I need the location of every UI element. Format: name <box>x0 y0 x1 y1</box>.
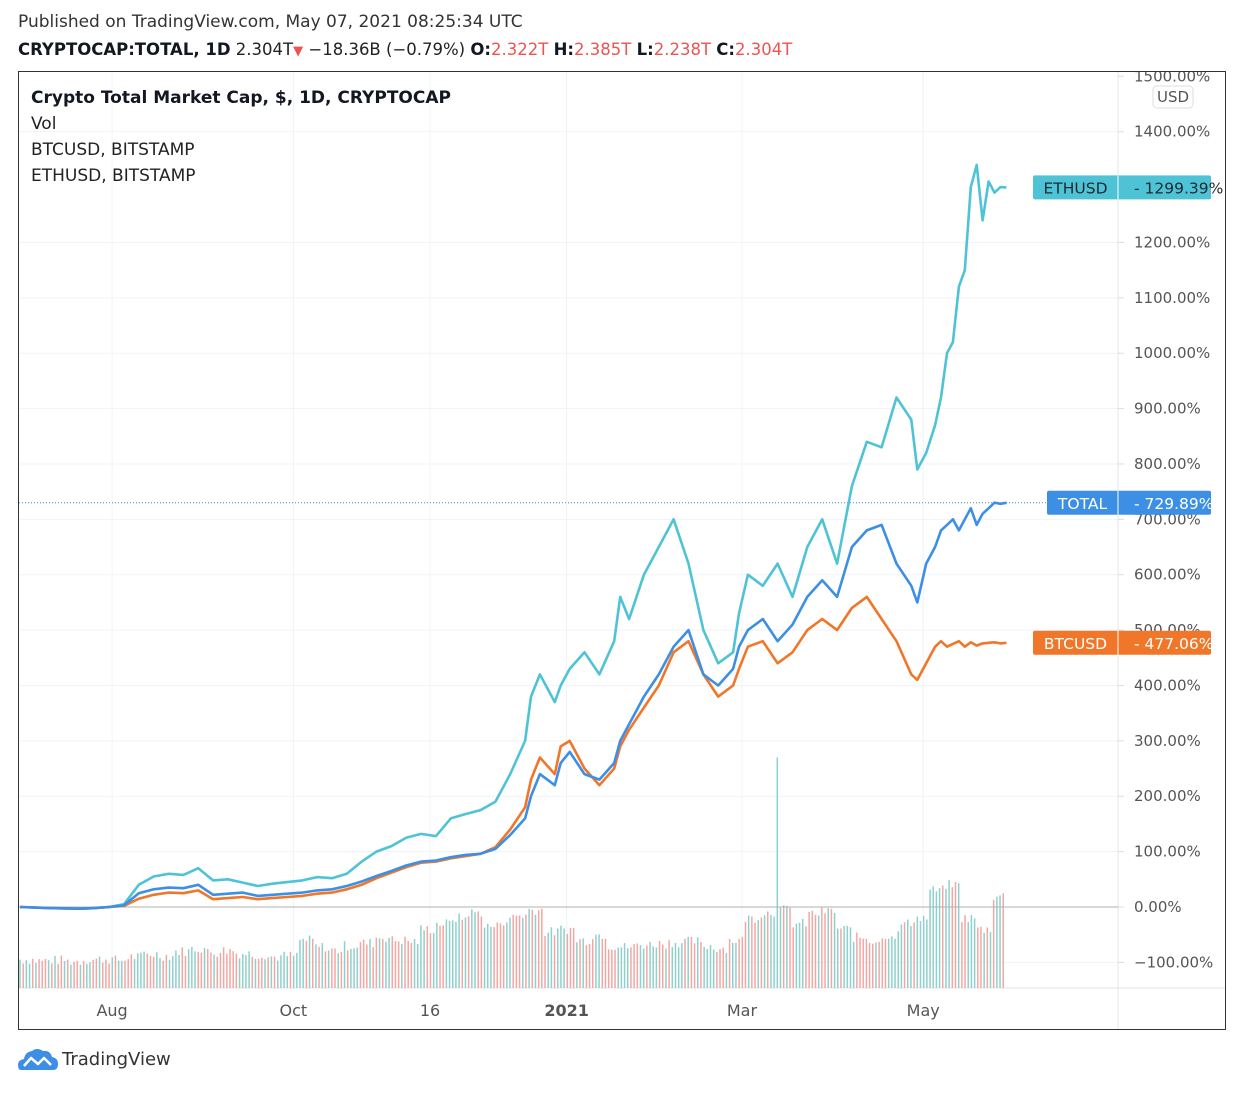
y-tick-label: 800.00% <box>1134 455 1201 473</box>
y-tick-label: 200.00% <box>1134 787 1201 805</box>
legend-ethusd[interactable]: ETHUSD, BITSTAMP <box>31 163 451 189</box>
y-tick-label: 1000.00% <box>1134 344 1210 362</box>
tradingview-brand-text[interactable]: TradingView <box>62 1049 171 1070</box>
x-tick-label: Aug <box>96 1001 127 1020</box>
high-label: H: <box>554 40 574 59</box>
published-line: Published on TradingView.com, May 07, 20… <box>18 12 523 32</box>
symbol-label: CRYPTOCAP:TOTAL, 1D <box>18 40 231 59</box>
legend-btcusd[interactable]: BTCUSD, BITSTAMP <box>31 137 451 163</box>
y-tick-label: 600.00% <box>1134 566 1201 584</box>
y-tick-label: 100.00% <box>1134 843 1201 861</box>
currency-button-label[interactable]: USD <box>1157 88 1189 106</box>
legend-main-series[interactable]: Crypto Total Market Cap, $, 1D, CRYPTOCA… <box>31 85 451 111</box>
tradingview-cloud-logo-icon <box>18 1046 58 1072</box>
series-line-total[interactable] <box>20 503 1006 909</box>
last-price: 2.304T <box>236 40 293 59</box>
x-tick-label: Mar <box>727 1001 758 1020</box>
y-tick-label: 1400.00% <box>1134 123 1210 141</box>
y-tick-label: 0.00% <box>1134 898 1182 916</box>
price-change: −18.36B (−0.79%) <box>308 40 465 59</box>
open-value: 2.322T <box>491 40 548 59</box>
y-tick-label: 900.00% <box>1134 400 1201 418</box>
price-tag-name: BTCUSD <box>1044 635 1107 653</box>
series-line-btcusd[interactable] <box>20 597 1006 909</box>
chart-canvas[interactable]: 1500.00% 1400.00% 1200.00% 1100.00% 1000.00%… <box>19 72 1225 1029</box>
low-label: L: <box>637 40 654 59</box>
series-line-ethusd[interactable] <box>20 165 1006 909</box>
x-tick-label: 2021 <box>544 1001 589 1020</box>
y-tick-label: −100.00% <box>1134 953 1213 971</box>
x-tick-label: May <box>907 1001 940 1020</box>
ohlc-line: CRYPTOCAP:TOTAL, 1D 2.304T▼ −18.36B (−0.… <box>18 40 792 59</box>
price-tag-value: - 1299.39% <box>1134 179 1223 197</box>
y-tick-label: 300.00% <box>1134 732 1201 750</box>
legend-volume[interactable]: Vol <box>31 111 451 137</box>
y-tick-label: 1100.00% <box>1134 289 1210 307</box>
footer-brand: TradingView <box>18 1046 171 1072</box>
chart-legend: Crypto Total Market Cap, $, 1D, CRYPTOCA… <box>31 85 451 189</box>
triangle-down-icon: ▼ <box>293 44 303 59</box>
y-tick-label: 400.00% <box>1134 676 1201 694</box>
price-tag-name: ETHUSD <box>1043 179 1107 197</box>
close-label: C: <box>716 40 735 59</box>
low-value: 2.238T <box>654 40 711 59</box>
price-tag-name: TOTAL <box>1057 495 1108 513</box>
x-tick-label: Oct <box>280 1001 308 1020</box>
chart-frame[interactable]: 1500.00% 1400.00% 1200.00% 1100.00% 1000.00%… <box>18 71 1226 1030</box>
price-tag-value: - 729.89% <box>1134 495 1213 513</box>
y-tick-label: 1200.00% <box>1134 233 1210 251</box>
open-label: O: <box>470 40 491 59</box>
close-value: 2.304T <box>735 40 792 59</box>
high-value: 2.385T <box>574 40 631 59</box>
price-tag-value: - 477.06% <box>1134 635 1213 653</box>
y-tick-label: 1500.00% <box>1134 72 1210 85</box>
x-tick-label: 16 <box>420 1001 440 1020</box>
